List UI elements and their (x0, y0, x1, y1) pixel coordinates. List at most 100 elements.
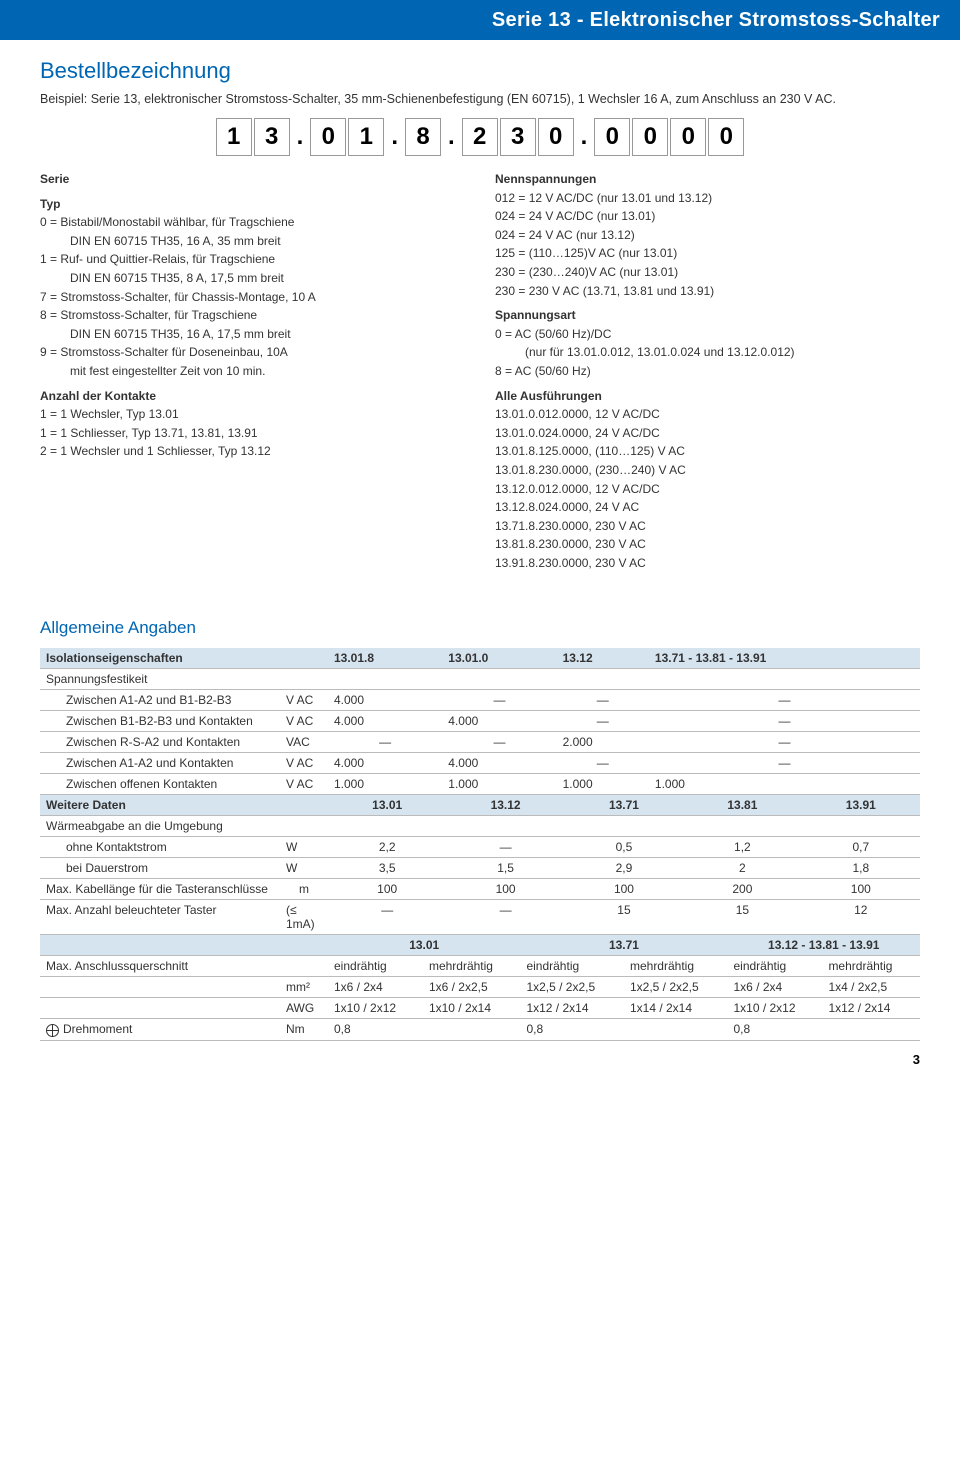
cell (40, 998, 280, 1019)
cell: 100 (446, 879, 564, 900)
cell: 2 (683, 858, 801, 879)
cell: 0,8 (328, 1019, 520, 1040)
cell: — (446, 837, 564, 858)
nenn-line-0: 012 = 12 V AC/DC (nur 13.01 und 13.12) (495, 191, 712, 205)
cell: — (557, 753, 649, 774)
cell: 1.000 (557, 774, 649, 795)
code-digit: 1 (216, 118, 252, 156)
left-column: Serie Typ 0 = Bistabil/Monostabil wählba… (40, 170, 465, 578)
cell: 1.000 (442, 774, 556, 795)
cell: 4.000 (442, 711, 556, 732)
typ-line-4: 7 = Stromstoss-Schalter, für Chassis-Mon… (40, 290, 316, 304)
cell: Zwischen R-S-A2 und Kontakten (40, 732, 280, 753)
typ-line-5: 8 = Stromstoss-Schalter, für Tragschiene (40, 308, 257, 322)
cell: W (280, 858, 328, 879)
cell: 1x10 / 2x14 (423, 998, 521, 1019)
cell: 1x10 / 2x12 (328, 998, 423, 1019)
anschluss-table: 13.01 13.71 13.12 - 13.81 - 13.91 Max. A… (40, 935, 920, 1040)
table-row: Max. Kabellänge für die Tasteranschlüsse… (40, 879, 920, 900)
table-row: Zwischen offenen Kontakten V AC 1.000 1.… (40, 774, 920, 795)
table-row: Zwischen A1-A2 und B1-B2-B3 V AC 4.000 —… (40, 690, 920, 711)
cell: 13.12 - 13.81 - 13.91 (727, 935, 920, 956)
finder-logo-icon (40, 7, 72, 35)
table-row: Max. Anzahl beleuchteter Taster (≤ 1mA) … (40, 900, 920, 935)
table-row: AWG 1x10 / 2x12 1x10 / 2x14 1x12 / 2x14 … (40, 998, 920, 1019)
cell: 0,8 (727, 1019, 920, 1040)
cell: 13.71 (520, 935, 727, 956)
cell: 200 (683, 879, 801, 900)
cell: — (649, 690, 920, 711)
cell: 1x12 / 2x14 (520, 998, 624, 1019)
cell: ohne Kontaktstrom (40, 837, 280, 858)
cell: AWG (280, 998, 328, 1019)
brand-name: finder (78, 5, 144, 36)
cell: 13.71 - 13.81 - 13.91 (649, 648, 920, 669)
cell: Zwischen A1-A2 und Kontakten (40, 753, 280, 774)
cell: 4.000 (328, 711, 442, 732)
nenn-line-4: 230 = (230…240)V AC (nur 13.01) (495, 265, 678, 279)
cell: 0,5 (565, 837, 683, 858)
kontakte-line-2: 2 = 1 Wechsler und 1 Schliesser, Typ 13.… (40, 444, 271, 458)
cell: 13.01.8 (328, 648, 442, 669)
code-digit: 0 (538, 118, 574, 156)
cell: Wärmeabgabe an die Umgebung (40, 816, 280, 837)
ausf-line-6: 13.71.8.230.0000, 230 V AC (495, 519, 646, 533)
cell: W (280, 837, 328, 858)
cell: — (328, 732, 442, 753)
code-digit: 2 (462, 118, 498, 156)
header-title: Serie 13 - Elektronischer Stromstoss-Sch… (492, 9, 940, 32)
cell: 1x6 / 2x2,5 (423, 977, 521, 998)
table-row: Zwischen R-S-A2 und Kontakten VAC — — 2.… (40, 732, 920, 753)
cell: bei Dauerstrom (40, 858, 280, 879)
table-row: Max. Anschlussquerschnitt eindrähtig meh… (40, 956, 920, 977)
brand-logo: finder (40, 5, 144, 36)
cell: 1x6 / 2x4 (727, 977, 822, 998)
cell: Drehmoment (40, 1019, 280, 1040)
drehmoment-label: Drehmoment (63, 1022, 132, 1036)
code-digit: 0 (310, 118, 346, 156)
order-code-row: 13.01.8.230.0000 (40, 118, 920, 156)
cell: (≤ 1mA) (280, 900, 328, 935)
typ-line-7: 9 = Stromstoss-Schalter für Doseneinbau,… (40, 345, 288, 359)
cell: 13.12 (446, 795, 564, 816)
ausf-line-3: 13.01.8.230.0000, (230…240) V AC (495, 463, 686, 477)
cell: 1x12 / 2x14 (822, 998, 920, 1019)
cell: 13.01 (328, 795, 446, 816)
cell: — (649, 753, 920, 774)
cell: mehrdrähtig (822, 956, 920, 977)
cell: 1x14 / 2x14 (624, 998, 728, 1019)
cell: Zwischen offenen Kontakten (40, 774, 280, 795)
cell: — (442, 690, 556, 711)
cell: 2,9 (565, 858, 683, 879)
kontakte-line-1: 1 = 1 Schliesser, Typ 13.71, 13.81, 13.9… (40, 426, 258, 440)
cell: 13.01 (328, 935, 520, 956)
cell: mehrdrähtig (423, 956, 521, 977)
cell: — (557, 711, 649, 732)
cell (280, 935, 328, 956)
code-digit: 0 (632, 118, 668, 156)
cell: eindrähtig (727, 956, 822, 977)
serie-heading: Serie (40, 172, 69, 186)
cell: Max. Anschlussquerschnitt (40, 956, 280, 977)
cell: 100 (328, 879, 446, 900)
ausf-line-1: 13.01.0.024.0000, 24 V AC/DC (495, 426, 660, 440)
cell: Spannungsfestikeit (40, 669, 280, 690)
cell: 2.000 (557, 732, 649, 753)
typ-line-1: DIN EN 60715 TH35, 16 A, 35 mm breit (40, 234, 281, 248)
cell: — (649, 711, 920, 732)
cell: 100 (565, 879, 683, 900)
table-row: Zwischen A1-A2 und Kontakten V AC 4.000 … (40, 753, 920, 774)
code-digit: 3 (254, 118, 290, 156)
table-row: Drehmoment Nm 0,8 0,8 0,8 (40, 1019, 920, 1040)
typ-line-6: DIN EN 60715 TH35, 16 A, 17,5 mm breit (40, 327, 291, 341)
typ-line-3: DIN EN 60715 TH35, 8 A, 17,5 mm breit (40, 271, 284, 285)
page-number: 3 (913, 1052, 920, 1067)
table-row: Spannungsfestikeit (40, 669, 920, 690)
cell (280, 648, 328, 669)
ausf-line-2: 13.01.8.125.0000, (110…125) V AC (495, 444, 685, 458)
cell: V AC (280, 774, 328, 795)
nenn-line-3: 125 = (110…125)V AC (nur 13.01) (495, 246, 677, 260)
code-digit: 0 (708, 118, 744, 156)
cell: — (649, 732, 920, 753)
code-digit: 0 (670, 118, 706, 156)
